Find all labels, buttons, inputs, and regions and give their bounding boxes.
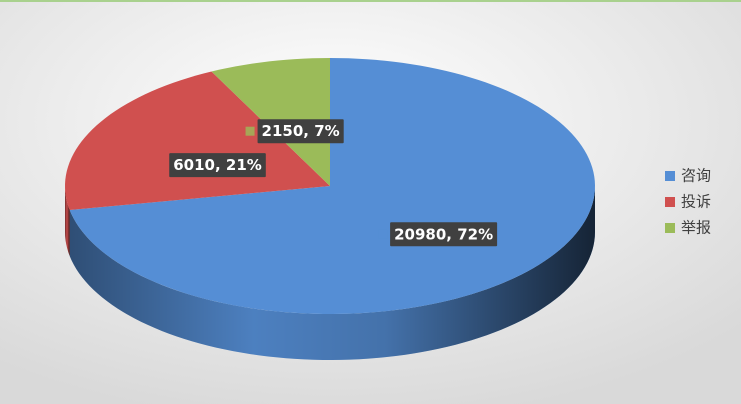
legend-label: 投诉 bbox=[681, 193, 711, 211]
data-label: 2150, 7% bbox=[262, 122, 340, 140]
pie-side-shade bbox=[65, 186, 70, 257]
legend-label: 咨询 bbox=[681, 167, 711, 185]
legend-label: 举报 bbox=[681, 219, 711, 237]
data-label-group: 2150, 7% bbox=[257, 119, 344, 144]
label-marker bbox=[157, 160, 167, 170]
data-label-bg bbox=[257, 119, 344, 144]
label-marker bbox=[245, 126, 255, 136]
legend-swatch bbox=[665, 223, 675, 233]
data-label-group: 20980, 72% bbox=[390, 222, 498, 247]
data-label-bg bbox=[390, 222, 498, 247]
pie-slice bbox=[69, 58, 595, 314]
data-label-bg bbox=[169, 153, 266, 178]
legend-swatch bbox=[665, 171, 675, 181]
data-label-group: 6010, 21% bbox=[169, 153, 266, 178]
label-marker bbox=[378, 229, 388, 239]
data-label: 20980, 72% bbox=[394, 225, 493, 243]
legend-swatch bbox=[665, 197, 675, 207]
data-label: 6010, 21% bbox=[173, 156, 262, 174]
pie-side-shade bbox=[69, 186, 595, 360]
